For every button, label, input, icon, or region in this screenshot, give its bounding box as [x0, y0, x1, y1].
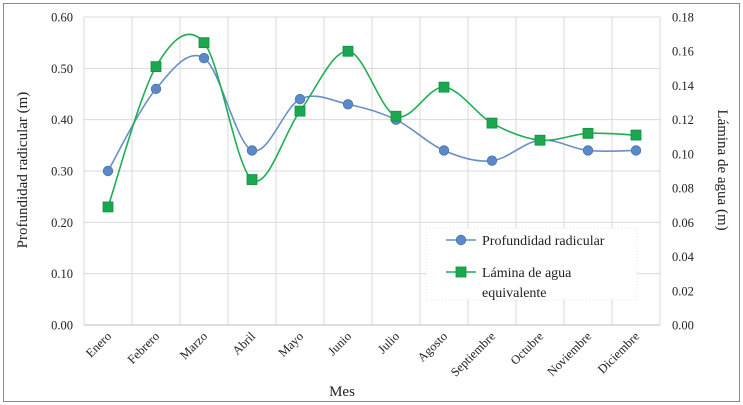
y-left-tick-label: 0.00 — [51, 319, 73, 333]
y-axis-right-title: Lámina de agua (m) — [714, 109, 730, 230]
data-point-square — [438, 81, 450, 93]
legend: Profundidad radicular Lámina de agua equ… — [425, 227, 638, 301]
data-point-square — [198, 37, 210, 49]
y-left-tick-label: 0.60 — [51, 11, 73, 25]
data-point-circle — [294, 93, 306, 105]
y-right-tick-label: 0.18 — [672, 11, 694, 25]
y-left-tick-label: 0.20 — [51, 216, 73, 230]
y-right-tick-label: 0.14 — [672, 79, 695, 93]
data-point-square — [486, 117, 498, 129]
y-axis-left-title: Profundidad radicular (m) — [15, 92, 31, 249]
data-point-circle — [198, 52, 210, 64]
data-point-square — [294, 105, 306, 117]
series-lamina — [102, 33, 642, 213]
y-right-tick-label: 0.08 — [672, 182, 694, 196]
y-right-tick-label: 0.00 — [672, 319, 694, 333]
y-right-tick-label: 0.06 — [672, 216, 694, 230]
y-left-tick-label: 0.40 — [51, 113, 73, 127]
data-point-circle — [582, 145, 594, 156]
legend-label-lamina-line2: equivalente — [482, 286, 547, 301]
data-point-circle — [438, 145, 450, 156]
data-point-circle — [486, 155, 498, 166]
y-right-tick-label: 0.04 — [672, 250, 695, 264]
y-axis-left: 0.00 0.10 0.20 0.30 0.40 0.50 0.60 — [51, 11, 73, 333]
y-right-tick-label: 0.02 — [672, 284, 694, 298]
y-right-tick-label: 0.10 — [672, 147, 694, 161]
data-point-circle — [102, 165, 114, 177]
x-axis-title: Mes — [329, 384, 355, 400]
data-point-square — [150, 61, 162, 73]
data-point-circle — [342, 99, 354, 110]
legend-label-profundidad: Profundidad radicular — [482, 234, 605, 249]
y-axis-right: 0.00 0.02 0.04 0.06 0.08 0.10 0.12 0.14 0.16 0.18 — [672, 11, 695, 333]
legend-marker-lamina — [455, 266, 467, 278]
data-point-circle — [630, 145, 642, 156]
data-point-square — [342, 45, 354, 57]
y-left-tick-label: 0.50 — [51, 62, 73, 76]
data-point-square — [390, 110, 402, 122]
data-point-square — [534, 134, 546, 146]
data-point-square — [630, 129, 642, 141]
series-group — [102, 33, 642, 213]
data-point-square — [246, 174, 258, 185]
data-point-square — [102, 201, 114, 213]
legend-marker-profundidad — [455, 234, 467, 246]
data-point-square — [582, 127, 594, 139]
y-right-tick-label: 0.16 — [672, 45, 694, 59]
y-left-tick-label: 0.30 — [51, 165, 73, 179]
y-right-tick-label: 0.12 — [672, 113, 694, 127]
y-left-tick-label: 0.10 — [51, 267, 73, 281]
legend-label-lamina: Lámina de agua — [482, 266, 572, 281]
data-point-circle — [150, 83, 162, 95]
data-point-circle — [246, 145, 258, 156]
